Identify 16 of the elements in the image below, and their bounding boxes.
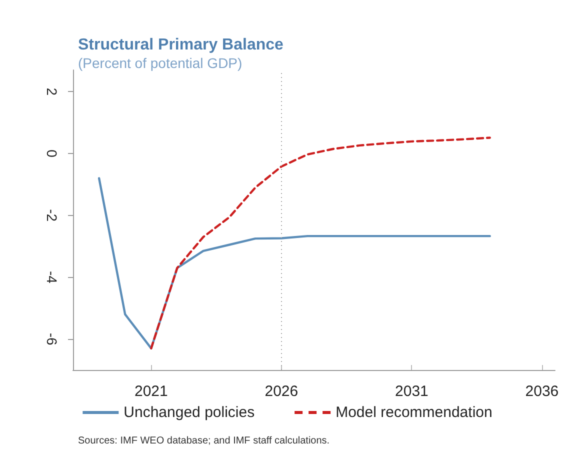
source-note: Sources: IMF WEO database; and IMF staff calculations. xyxy=(78,436,330,446)
x-tick-label: 2036 xyxy=(525,383,559,400)
y-tick-label: -4 xyxy=(44,270,60,284)
chart-title: Structural Primary Balance xyxy=(78,36,284,54)
line-series xyxy=(98,177,491,350)
x-tick-label: 2031 xyxy=(395,383,428,400)
chart-subtitle: (Percent of potential GDP) xyxy=(78,55,242,71)
legend-label: Model recommendation xyxy=(336,404,492,421)
y-tick-label: -2 xyxy=(44,209,60,222)
y-tick-label: -6 xyxy=(44,332,60,346)
line-series xyxy=(150,136,491,350)
y-tick-label: 2 xyxy=(44,88,60,96)
x-tick-label: 2021 xyxy=(134,383,168,400)
y-tick-label: 0 xyxy=(44,150,60,158)
legend-label: Unchanged policies xyxy=(124,404,255,421)
x-tick-label: 2026 xyxy=(264,383,298,400)
